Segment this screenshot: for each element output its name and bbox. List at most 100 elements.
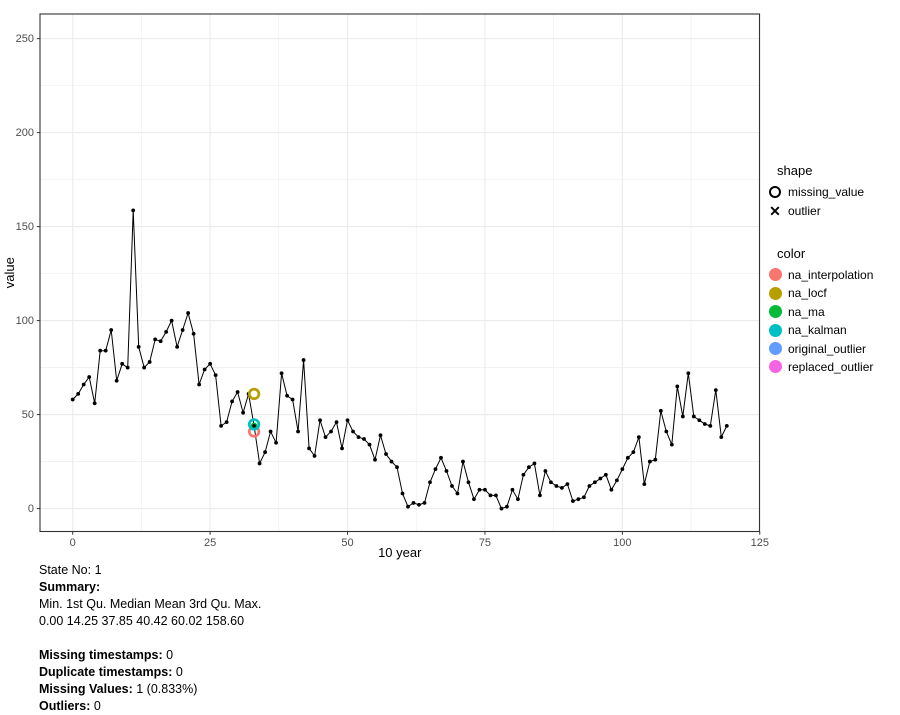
data-point: [136, 345, 141, 349]
y-tick-label: 50: [22, 409, 34, 421]
data-point: [345, 418, 350, 423]
data-point: [98, 348, 103, 353]
data-point: [351, 429, 355, 434]
data-point: [411, 501, 416, 505]
data-point: [494, 493, 498, 498]
series-line: [72, 210, 728, 510]
data-point: [697, 418, 702, 423]
data-point: [362, 437, 366, 441]
data-point: [301, 358, 306, 362]
y-tick-label: 200: [16, 127, 34, 139]
data-point: [554, 484, 559, 488]
x-tick-label: 50: [341, 537, 353, 549]
shape-legend: shape missing_value ✕ outlier: [766, 163, 900, 220]
data-point: [439, 455, 443, 460]
color-legend-title: color: [777, 245, 806, 261]
color-legend: color na_interpolation na_locf na_ma na_…: [766, 246, 900, 376]
data-point: [384, 452, 388, 456]
data-point: [691, 414, 696, 419]
data-point: [131, 208, 136, 213]
imputation-marker-na_locf: [247, 387, 261, 401]
timeseries-plot: 0 25 50 75 100 125 0 50 100 150 200 250 10 year value: [2, 13, 769, 560]
state-number-line: State No: 1: [39, 563, 102, 577]
data-point: [147, 360, 152, 364]
legend-item-replaced-outlier: replaced_outlier: [766, 358, 900, 376]
data-point: [103, 348, 108, 353]
data-point: [532, 461, 537, 466]
data-point: [708, 423, 713, 428]
data-point: [664, 429, 669, 434]
panel-background: [40, 14, 760, 532]
color-swatch-icon: [768, 268, 782, 282]
legend-label: na_ma: [788, 304, 825, 319]
data-point: [400, 491, 405, 496]
data-point: [334, 420, 339, 424]
data-point: [658, 408, 663, 413]
data-point: [274, 440, 278, 445]
data-point: [252, 424, 256, 428]
color-swatch-icon: [768, 286, 782, 300]
data-point: [120, 361, 125, 366]
data-point: [125, 365, 130, 370]
data-point: [87, 375, 92, 379]
data-point: [603, 472, 608, 477]
data-point: [92, 401, 97, 406]
x-mark-icon: ✕: [769, 202, 781, 219]
color-swatch-icon: [768, 342, 782, 356]
open-circle-icon: [769, 186, 781, 199]
data-point: [81, 382, 86, 387]
data-point: [76, 392, 81, 396]
data-point: [538, 493, 542, 498]
data-point: [477, 487, 482, 492]
y-tick-label: 100: [16, 315, 34, 327]
y-tick-label: 150: [16, 221, 34, 233]
legend-item-original-outlier: original_outlier: [766, 339, 900, 357]
data-point: [389, 459, 394, 464]
data-point: [241, 410, 245, 415]
legend-label: replaced_outlier: [788, 359, 874, 374]
data-point: [527, 465, 531, 470]
outliers-line: Outliers: 0: [39, 699, 101, 713]
data-point: [428, 480, 432, 485]
legend: shape missing_value ✕ outlier color na_i…: [766, 163, 900, 402]
legend-label: missing_value: [788, 185, 865, 200]
data-point: [592, 480, 597, 485]
x-tick-label: 125: [751, 537, 769, 549]
data-point: [576, 497, 581, 502]
data-point: [565, 482, 570, 487]
summary-title: Summary:: [39, 580, 101, 594]
y-axis-title: value: [2, 257, 17, 288]
data-point: [549, 480, 553, 485]
data-point: [158, 339, 163, 344]
data-point: [395, 465, 399, 470]
data-point: [620, 467, 625, 471]
duplicate-timestamps-line: Duplicate timestamps: 0: [39, 665, 183, 679]
data-point: [642, 482, 647, 487]
data-point: [625, 455, 630, 460]
spacer: [39, 630, 261, 647]
data-point: [169, 318, 174, 323]
data-point: [142, 365, 147, 370]
data-point: [702, 422, 707, 426]
data-point: [581, 495, 586, 500]
data-point: [213, 373, 218, 378]
x-axis-title: 10 year: [378, 545, 422, 560]
data-point: [647, 459, 652, 464]
legend-label: na_kalman: [788, 323, 847, 338]
data-point: [235, 390, 240, 394]
data-point: [307, 446, 311, 451]
data-point: [257, 461, 262, 466]
color-swatch-icon: [768, 360, 782, 374]
legend-item-na-kalman: na_kalman: [766, 321, 900, 339]
legend-label: na_locf: [788, 286, 827, 301]
data-point: [505, 504, 509, 509]
summary-values-row: 0.00 14.25 37.85 40.42 60.02 158.60: [39, 614, 245, 628]
data-point: [340, 446, 344, 451]
data-point: [680, 414, 685, 419]
missing-timestamps-line: Missing timestamps: 0: [39, 648, 174, 662]
data-point: [367, 442, 372, 447]
data-point: [296, 429, 300, 434]
legend-label: original_outlier: [788, 341, 867, 356]
data-point: [285, 393, 289, 398]
data-point: [724, 423, 729, 428]
